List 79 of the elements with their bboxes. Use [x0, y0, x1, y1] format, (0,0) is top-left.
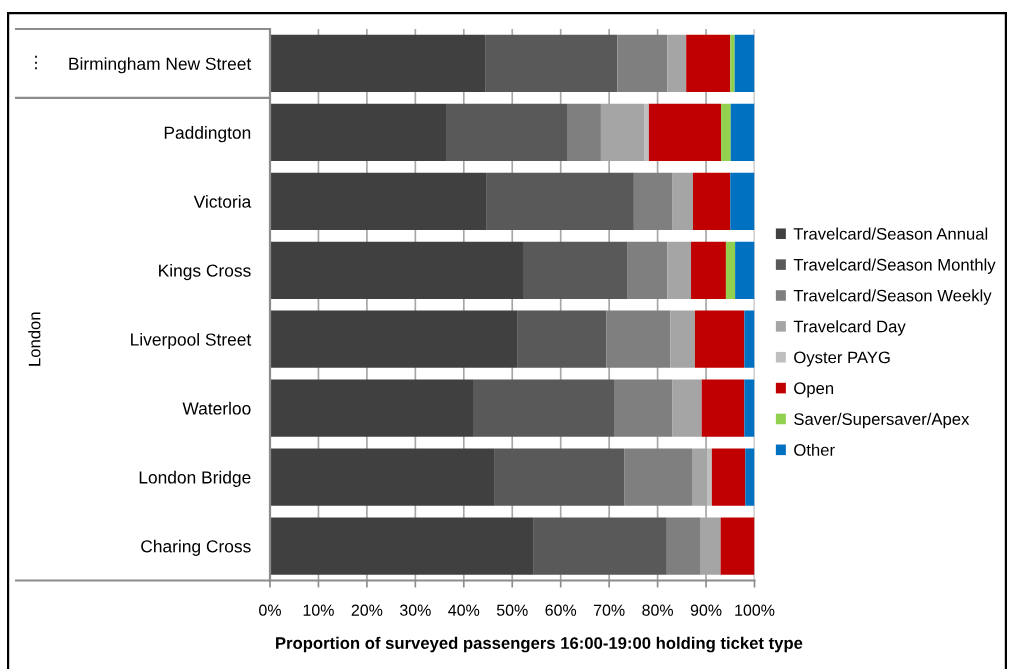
bar: [633, 172, 673, 230]
bar: [270, 448, 495, 506]
bar: [446, 103, 567, 162]
bar: [666, 517, 701, 575]
bar: [720, 517, 755, 575]
bar: [644, 103, 649, 162]
bar: [667, 241, 692, 299]
bar: [735, 241, 755, 299]
y-tick-label: Paddington: [164, 126, 251, 143]
bar: [745, 448, 755, 506]
bar: [270, 172, 487, 230]
legend-label: Travelcard/Season Weekly: [793, 289, 992, 305]
legend-label: Travelcard/Season Annual: [793, 227, 988, 240]
text: ⋮: [35, 55, 37, 70]
y-tick-label: Charing Cross: [141, 539, 251, 556]
bar: [648, 103, 722, 162]
legend-label: Travelcard Day: [793, 320, 906, 336]
bar: [667, 34, 687, 93]
bar: [707, 448, 712, 506]
legend-label: Saver/Supersaver/Apex: [794, 412, 970, 429]
bar: [494, 448, 625, 506]
y-tick-label: Liverpool Street: [131, 332, 252, 350]
bar: [721, 103, 731, 162]
x-tick-label: 20%: [351, 604, 383, 616]
y-tick-label: Waterloo: [182, 401, 251, 415]
y-tick-label: Kings Cross: [159, 263, 251, 281]
bar: [486, 172, 634, 230]
bar: [672, 172, 693, 230]
x-tick-label: 80%: [642, 604, 674, 616]
text: London: [28, 312, 41, 366]
bar: [613, 379, 673, 437]
bar: [485, 34, 618, 93]
bar: [730, 172, 755, 230]
bar: [523, 241, 628, 299]
bar: [270, 379, 474, 437]
bar: [270, 103, 447, 162]
bar: [670, 310, 695, 368]
bar: [270, 34, 486, 93]
bar: [694, 310, 745, 368]
bar: [270, 517, 534, 575]
bar: [730, 103, 755, 162]
bar: [730, 34, 735, 93]
legend-label: Open: [794, 382, 834, 398]
y-tick-label: Birmingham New Street: [69, 57, 252, 74]
bar: [711, 448, 746, 506]
bar: [627, 241, 668, 299]
bar: [744, 379, 755, 437]
y-tick-label: London Bridge: [139, 470, 251, 487]
bar: [701, 379, 745, 437]
bar: [672, 379, 702, 437]
legend-label: Other: [794, 443, 835, 456]
x-tick-label: 70%: [593, 604, 625, 616]
x-tick-label: 40%: [448, 604, 480, 616]
bar: [517, 310, 607, 368]
bar: [270, 241, 524, 299]
y-tick-label: Victoria: [193, 195, 252, 208]
bar: [567, 103, 601, 162]
bar: [691, 241, 726, 299]
bar: [686, 34, 731, 93]
bar: [473, 379, 614, 437]
x-tick-label: 30%: [399, 604, 431, 616]
x-tick-label: 90%: [690, 604, 722, 616]
x-tick-label: 50%: [496, 604, 528, 616]
bar: [624, 448, 692, 506]
bar: [744, 310, 755, 368]
bar: [734, 34, 755, 93]
bar: [617, 34, 668, 93]
bar: [270, 310, 518, 368]
x-axis-title: Proportion of surveyed passengers 16:00-19:00 holding ticket type: [276, 636, 803, 653]
bar: [725, 241, 736, 299]
x-tick-label: 10%: [303, 604, 334, 616]
legend-label: Oyster PAYG: [794, 351, 890, 367]
x-tick-label: 60%: [545, 604, 577, 616]
bar: [606, 310, 671, 368]
bar: [692, 172, 731, 230]
x-tick-label: 0%: [259, 604, 281, 616]
bar: [533, 517, 667, 575]
x-tick-label: 100%: [735, 604, 775, 616]
legend-label: Travelcard/Season Monthly: [793, 258, 996, 274]
